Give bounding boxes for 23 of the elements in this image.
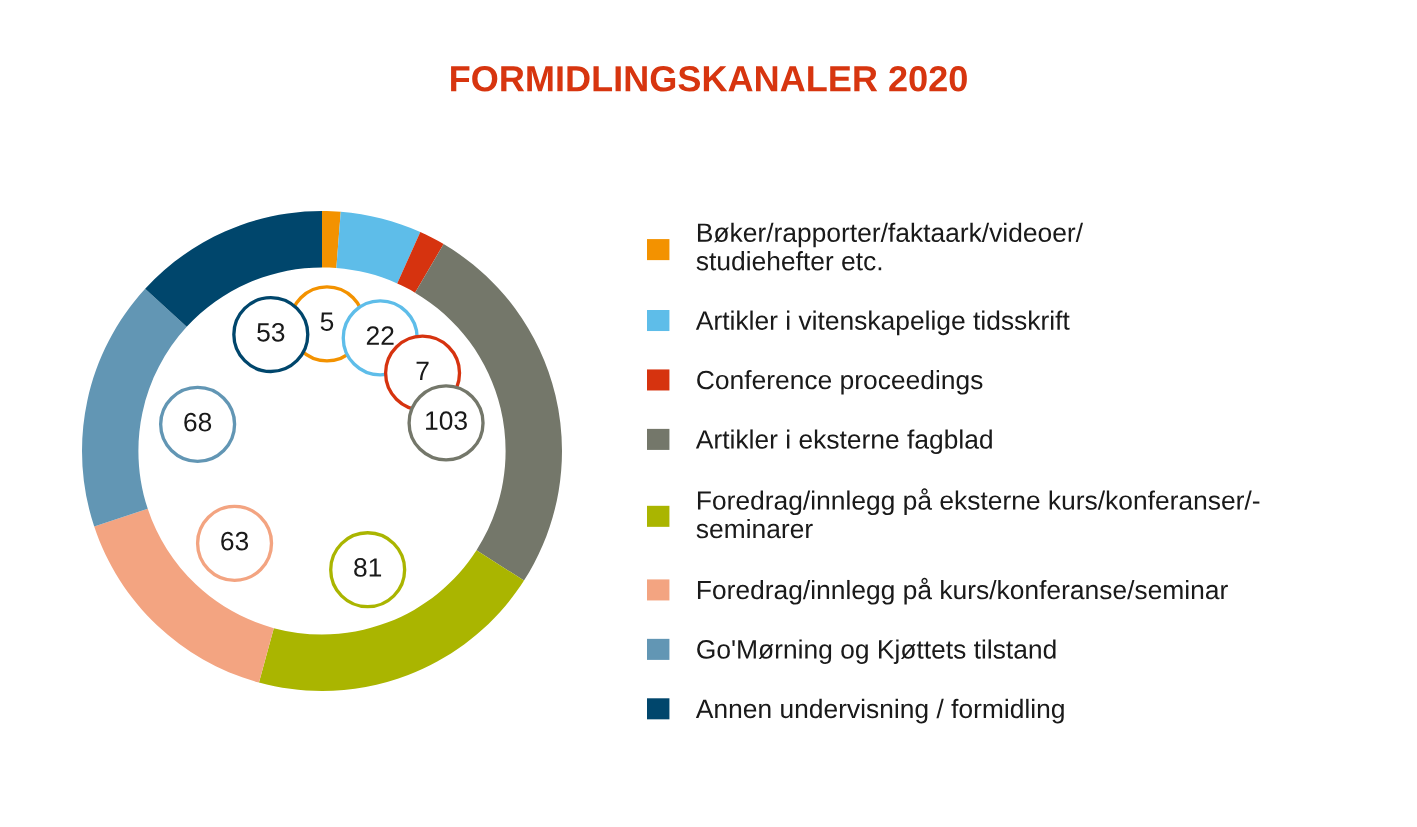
data-label: 63 (221, 531, 249, 551)
data-label: 22 (366, 326, 394, 345)
data-label: 103 (426, 411, 467, 430)
data-label: 7 (416, 361, 429, 380)
donut-slice (415, 244, 562, 581)
data-label: 53 (257, 322, 285, 342)
legend-label: Foredrag/innlegg på eksterne kurs/konferanser/- seminarer (696, 488, 1260, 539)
legend-label: Annen undervisning / formidling (695, 698, 1064, 724)
legend-label: Foredrag/innlegg på kurs/konferanse/seminar (697, 577, 1228, 605)
donut-slice (336, 211, 421, 284)
donut-slice (397, 232, 444, 293)
donut-slice (322, 211, 341, 268)
legend-label: Conference proceedings (697, 369, 983, 395)
chart-title: FORMIDLINGSKANALER 2020 (451, 66, 967, 92)
donut-slice (258, 550, 524, 691)
data-label: 81 (354, 558, 382, 577)
data-label: 68 (184, 412, 212, 432)
legend-label: Artikler i eksterne fagblad (695, 429, 992, 455)
legend-label: Bøker/rapporter/faktaark/videoer/ studiehefter etc. (696, 222, 1084, 271)
legend-label: Artikler i vitenskapelige tidsskrift (695, 310, 1070, 336)
legend-label: Go'Mørning og Kjøttets tilstand (697, 639, 1056, 664)
data-label: 5 (320, 312, 334, 331)
donut-slice (94, 508, 274, 683)
